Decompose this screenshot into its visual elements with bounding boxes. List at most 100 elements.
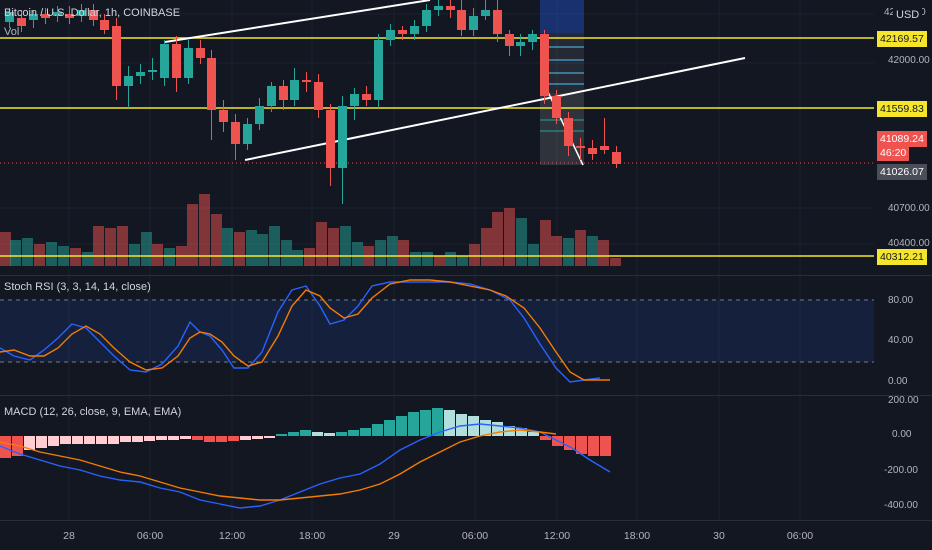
range-box-top (540, 0, 584, 33)
volume-bar (46, 242, 57, 266)
volume-bar (22, 238, 33, 266)
macd-histogram-bar (84, 436, 95, 444)
macd-histogram-bar (144, 436, 155, 441)
macd-pane[interactable] (0, 396, 874, 520)
symbol-title[interactable]: Bitcoin / U.S. Dollar, 1h, COINBASE (4, 7, 181, 19)
volume-legend[interactable]: Vol (4, 26, 20, 38)
time-tick: 06:00 (461, 530, 489, 542)
candle (53, 12, 62, 16)
volume-bar (563, 238, 574, 266)
price-tick: 42000.00 (888, 55, 930, 66)
time-tick: 18:00 (298, 530, 326, 542)
volume-bar (587, 236, 598, 266)
volume-bar (551, 236, 562, 266)
candle (124, 76, 133, 86)
macd-histogram-bar (600, 436, 611, 456)
volume-bar (246, 230, 257, 266)
macd-histogram-bar (276, 434, 287, 436)
macd-histogram-bar (540, 436, 551, 440)
time-tick: 12:00 (543, 530, 571, 542)
volume-bar (199, 194, 210, 266)
candle (77, 10, 86, 16)
candle (493, 10, 502, 34)
candle (29, 14, 38, 20)
volume-bar (410, 252, 421, 266)
volume-bar (234, 232, 245, 266)
volume-bar (422, 252, 433, 266)
time-tick: 18:00 (623, 530, 651, 542)
macd-histogram-bar (324, 433, 335, 436)
volume-bar (34, 244, 45, 266)
currency-label[interactable]: USD (893, 7, 923, 23)
signal-line (0, 429, 557, 501)
macd-histogram-bar (24, 436, 35, 450)
stoch-rsi-legend[interactable]: Stoch RSI (3, 3, 14, 14, close) (4, 281, 151, 293)
macd-histogram-bar (0, 436, 11, 458)
stoch-k-line (0, 281, 601, 383)
volume-bar (445, 252, 456, 266)
macd-histogram-bar (120, 436, 131, 442)
macd-histogram-bar (36, 436, 47, 448)
macd-histogram-bar (108, 436, 119, 444)
rsi-tick: 0.00 (888, 376, 908, 387)
candle (386, 30, 395, 40)
candle (469, 16, 478, 30)
macd-histogram-bar (420, 410, 431, 436)
candle (434, 6, 443, 10)
volume-bar (152, 244, 163, 266)
macd-histogram-bar (60, 436, 71, 444)
volume-bar (141, 232, 152, 266)
candle (65, 14, 74, 18)
macd-histogram-bar (432, 408, 443, 436)
volume-bar (292, 250, 303, 266)
macd-histogram-bar (384, 420, 395, 436)
candle (267, 86, 276, 106)
volume-bar (492, 212, 503, 266)
volume-bar (598, 240, 609, 266)
volume-bar (117, 226, 128, 266)
volume-bar (540, 220, 551, 266)
macd-histogram-bar (408, 412, 419, 436)
candle (279, 86, 288, 100)
volume-bar (222, 228, 233, 266)
volume-bar (269, 226, 280, 266)
volume-bar (328, 228, 339, 266)
time-tick: 06:00 (136, 530, 164, 542)
volume-bar (164, 248, 175, 266)
macd-histogram-bar (216, 436, 227, 442)
volume-bar (434, 256, 445, 266)
candle (540, 34, 549, 96)
time-axis-separator (0, 520, 932, 521)
volume-bar (316, 222, 327, 266)
pane-separator[interactable] (0, 275, 932, 276)
macd-histogram-bar (456, 414, 467, 436)
candle (314, 82, 323, 110)
macd-tick: 0.00 (892, 429, 912, 440)
candle (148, 70, 157, 72)
candle (398, 30, 407, 34)
macd-histogram-bar (468, 416, 479, 436)
macd-histogram-bar (348, 430, 359, 436)
time-tick: 29 (388, 530, 400, 542)
macd-histogram-bar (312, 432, 323, 436)
rsi-tick: 40.00 (888, 335, 914, 346)
level-label-bottom: 40312.21 (877, 249, 927, 265)
macd-legend[interactable]: MACD (12, 26, close, 9, EMA, EMA) (4, 406, 182, 418)
stoch-rsi-pane[interactable] (0, 276, 874, 395)
pane-separator[interactable] (0, 395, 932, 396)
candle (410, 26, 419, 34)
volume-bar (304, 248, 315, 266)
volume-bar (516, 218, 527, 266)
current-price-label: 41089.24 (877, 131, 927, 147)
candle (89, 10, 98, 20)
candle (196, 48, 205, 58)
macd-tick: -200.00 (884, 465, 918, 476)
candle (516, 42, 525, 46)
macd-histogram-bar (48, 436, 59, 446)
volume-bar (352, 242, 363, 266)
volume-bar (93, 226, 104, 266)
price-pane[interactable] (0, 0, 874, 275)
macd-histogram-bar (132, 436, 143, 442)
volume-bar (387, 236, 398, 266)
